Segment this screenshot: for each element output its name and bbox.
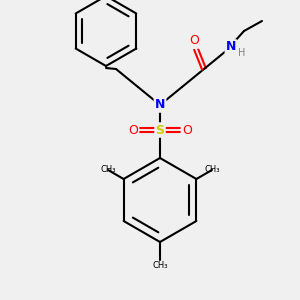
Text: O: O <box>128 124 138 136</box>
Text: O: O <box>182 124 192 136</box>
Text: S: S <box>155 124 164 136</box>
Text: CH₃: CH₃ <box>100 166 116 175</box>
Text: H: H <box>238 48 246 58</box>
Text: N: N <box>155 98 165 112</box>
Text: N: N <box>226 40 236 53</box>
Text: CH₃: CH₃ <box>152 260 168 269</box>
Text: O: O <box>189 34 199 47</box>
Text: CH₃: CH₃ <box>204 166 220 175</box>
